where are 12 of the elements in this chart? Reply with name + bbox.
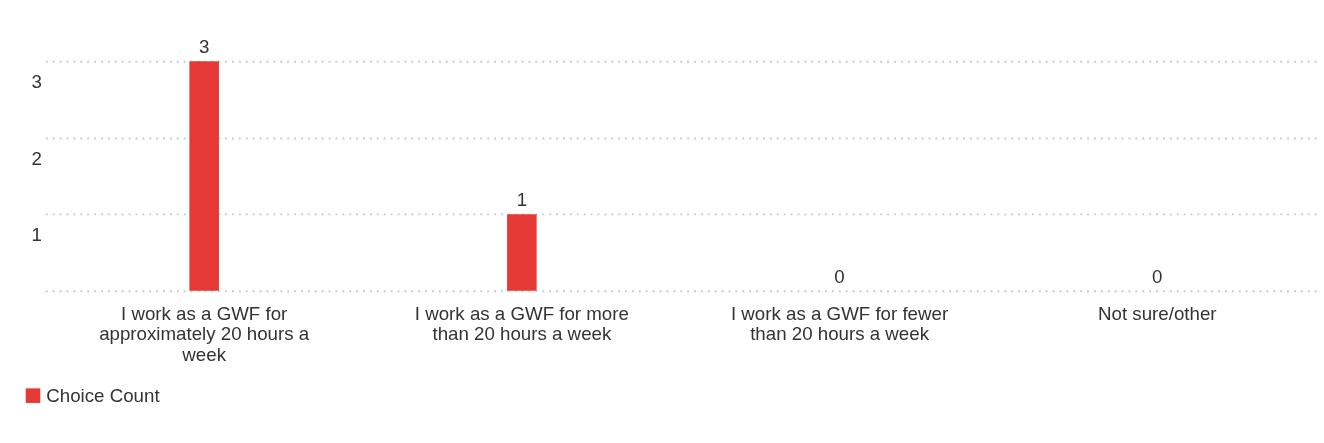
data-label: 0 bbox=[1152, 265, 1163, 287]
data-label: 1 bbox=[516, 189, 528, 211]
data-label: 3 bbox=[198, 36, 210, 58]
x-tick-label: Not sure/other bbox=[1098, 302, 1217, 324]
y-tick-label: 1 bbox=[31, 224, 42, 246]
y-tick-label: 2 bbox=[31, 147, 42, 169]
legend-label: Choice Count bbox=[46, 384, 161, 406]
data-label: 0 bbox=[834, 265, 845, 287]
x-tick-label: I work as a GWF for more than 20 hours a week bbox=[414, 302, 629, 345]
y-tick-label: 3 bbox=[31, 71, 42, 93]
x-tick-label: I work as a GWF for approximately 20 hours a week bbox=[99, 302, 310, 366]
x-tick-label: I work as a GWF for fewer than 20 hours a week bbox=[730, 302, 949, 345]
